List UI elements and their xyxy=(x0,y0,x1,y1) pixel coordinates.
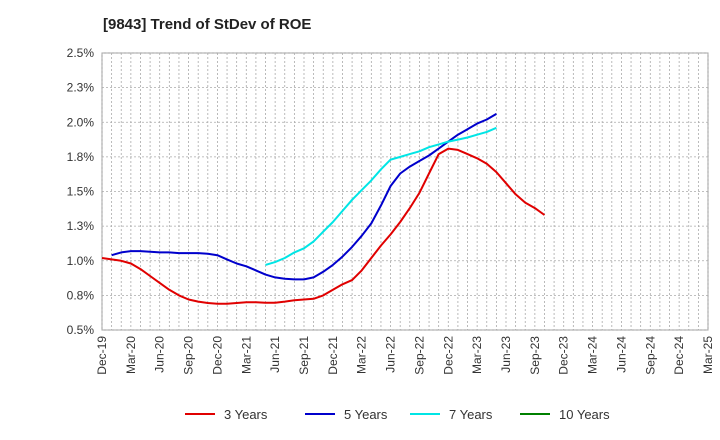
y-tick-label: 1.5% xyxy=(67,185,95,199)
x-tick-label: Jun-24 xyxy=(614,336,628,373)
x-tick-label: Sep-20 xyxy=(182,336,196,375)
x-tick-label: Sep-22 xyxy=(412,336,426,375)
series-line-1 xyxy=(111,113,497,281)
x-tick-label: Mar-23 xyxy=(470,336,484,374)
legend-label: 10 Years xyxy=(559,407,610,422)
y-axis-ticks: 0.5% 0.8% 1.0% 1.3% 1.5% 1.8% 2.0% 2.3% 2.5% xyxy=(67,46,95,337)
x-tick-label: Mar-22 xyxy=(355,336,369,374)
x-tick-label: Dec-22 xyxy=(441,336,455,375)
x-tick-label: Sep-21 xyxy=(297,336,311,375)
grid xyxy=(101,52,709,331)
y-tick-label: 0.8% xyxy=(67,288,95,302)
x-tick-label: Dec-23 xyxy=(557,336,571,375)
x-tick-label: Dec-21 xyxy=(326,336,340,375)
x-tick-label: Sep-23 xyxy=(528,336,542,375)
y-tick-label: 1.8% xyxy=(67,150,95,164)
x-tick-label: Mar-20 xyxy=(124,336,138,374)
x-tick-label: Jun-20 xyxy=(153,336,167,373)
legend-label: 5 Years xyxy=(344,407,388,422)
y-tick-label: 2.0% xyxy=(67,115,95,129)
x-tick-label: Dec-24 xyxy=(672,336,686,375)
series-line-2 xyxy=(265,126,497,266)
x-tick-label: Mar-25 xyxy=(701,336,715,374)
x-tick-label: Dec-19 xyxy=(95,336,109,375)
legend: 3 Years 5 Years 7 Years 10 Years xyxy=(185,407,610,422)
x-tick-label: Dec-20 xyxy=(210,336,224,375)
series-lines xyxy=(101,113,546,305)
x-axis-ticks: Dec-19 Mar-20 Jun-20 Sep-20 Dec-20 Mar-21 Jun-… xyxy=(95,336,715,375)
plot-area xyxy=(101,52,709,331)
x-tick-label: Mar-24 xyxy=(586,336,600,374)
x-tick-label: Mar-21 xyxy=(239,336,253,374)
legend-label: 7 Years xyxy=(449,407,493,422)
y-tick-label: 0.5% xyxy=(67,323,95,337)
y-tick-label: 1.3% xyxy=(67,219,95,233)
chart-title: [9843] Trend of StDev of ROE xyxy=(103,16,312,33)
x-tick-label: Jun-23 xyxy=(499,336,513,373)
legend-label: 3 Years xyxy=(224,407,268,422)
x-tick-label: Jun-22 xyxy=(384,336,398,373)
y-tick-label: 2.5% xyxy=(67,46,95,60)
series-line-0 xyxy=(101,147,546,305)
y-tick-label: 2.3% xyxy=(67,81,95,95)
x-tick-label: Jun-21 xyxy=(268,336,282,373)
y-tick-label: 1.0% xyxy=(67,254,95,268)
x-tick-label: Sep-24 xyxy=(643,336,657,375)
